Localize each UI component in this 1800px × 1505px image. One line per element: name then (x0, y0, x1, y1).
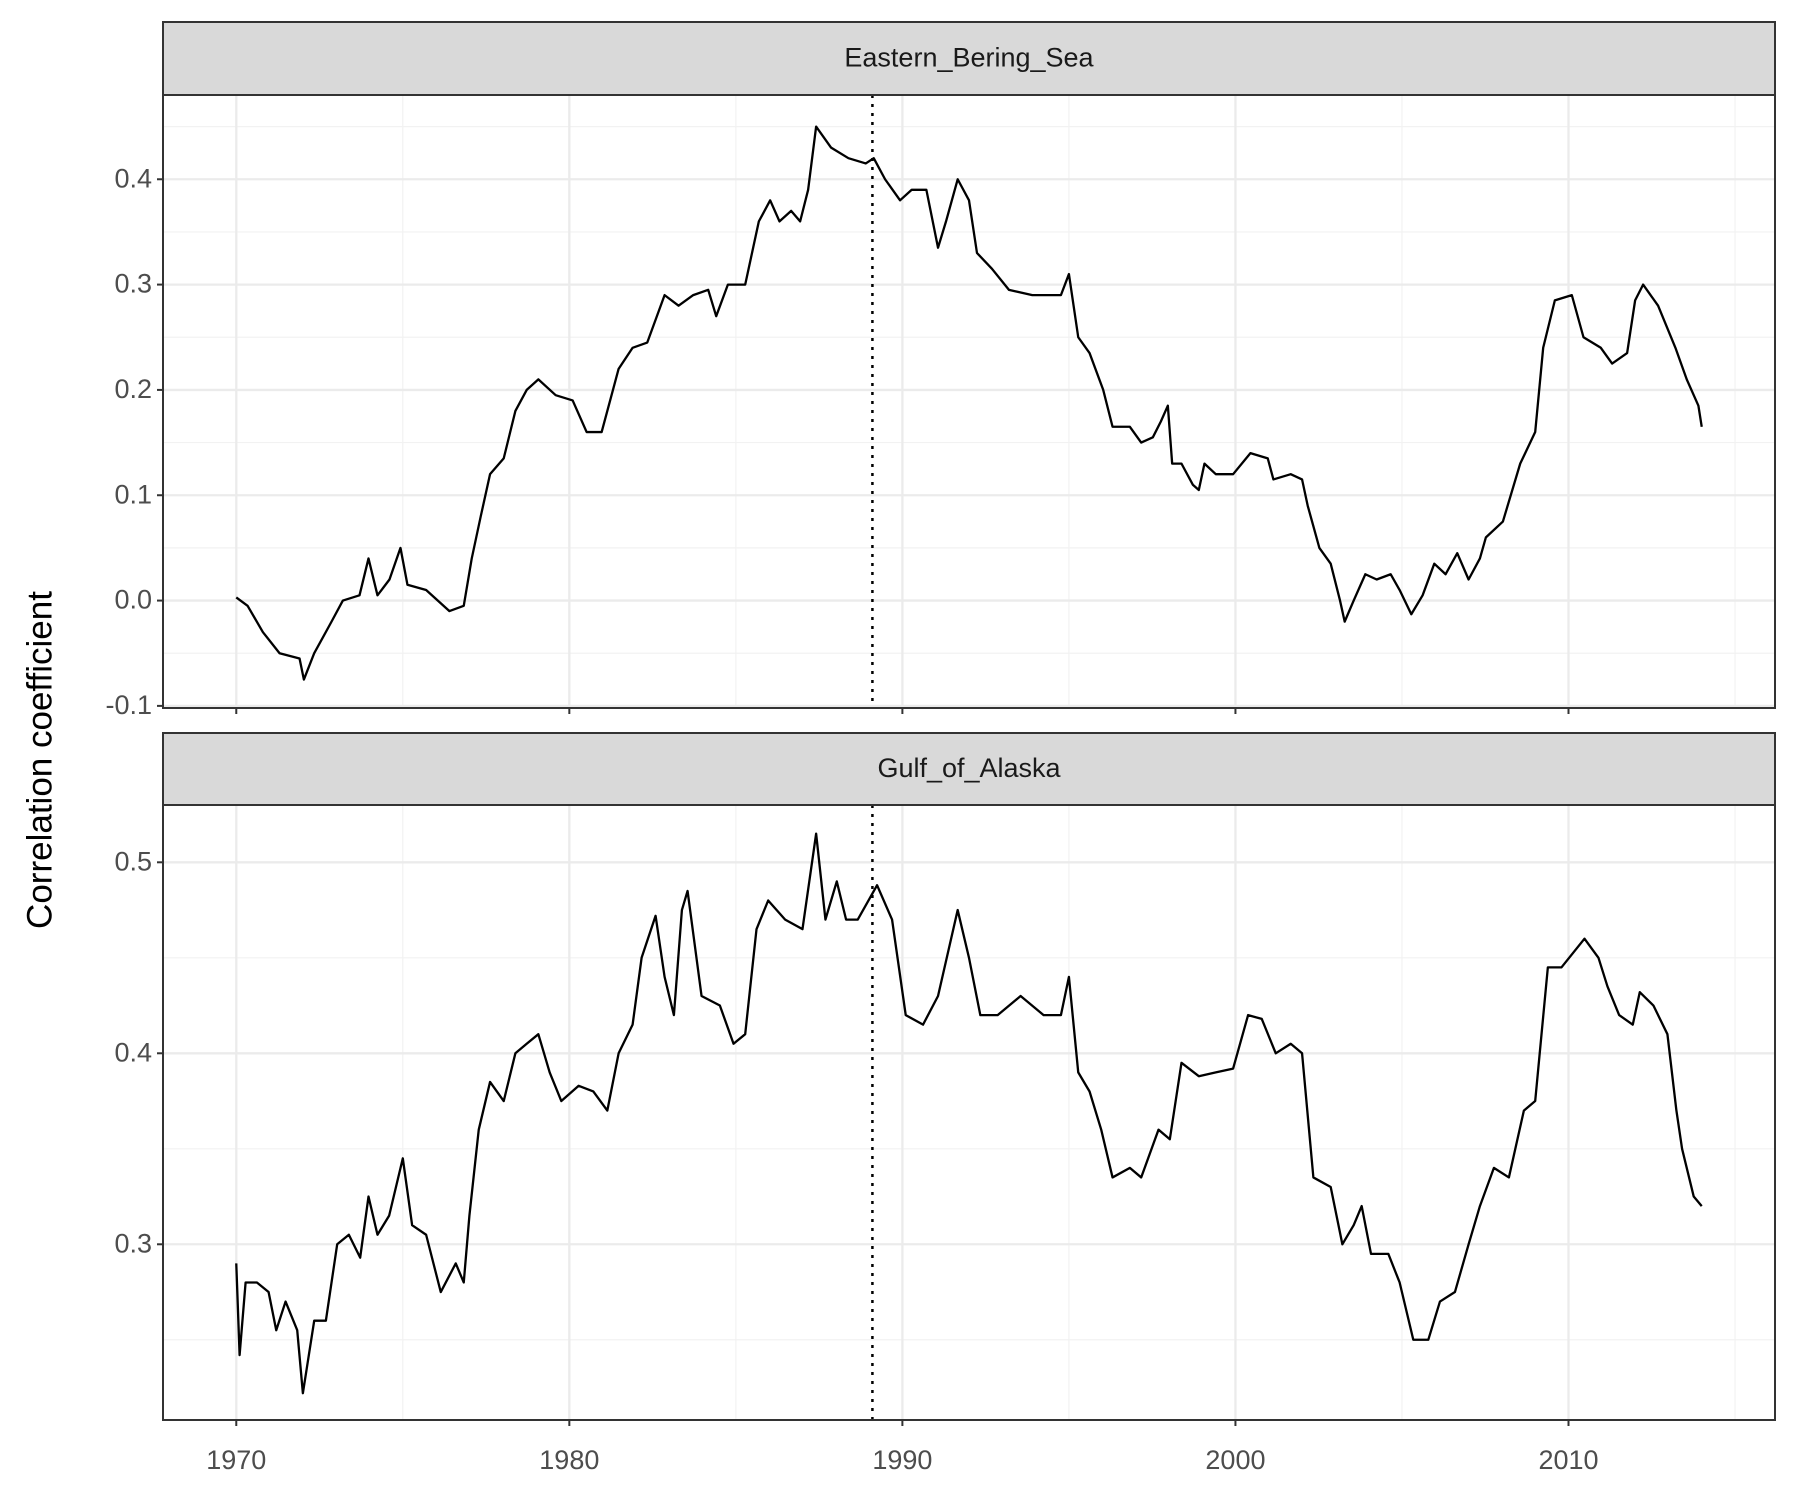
x-tick-label: 1980 (539, 1445, 599, 1475)
y-tick-label: 0.5 (114, 846, 152, 876)
panel: Gulf_of_Alaska 0.3 0.4 0.5 1970 1980 1990 2000 2… (114, 732, 1776, 1475)
facet-strip (162, 21, 1776, 96)
y-tick-label: 0.1 (114, 479, 152, 509)
panel: Eastern_Bering_Sea -0.1 0.0 0.1 0.2 0.3 0.4 (105, 21, 1776, 720)
y-tick-label: 0.4 (114, 1037, 152, 1067)
data-line (235, 832, 1703, 1395)
y-tick-label: 0.3 (114, 269, 152, 299)
data-line (235, 125, 1703, 681)
y-tick-label: -0.1 (105, 690, 152, 720)
panel-background (163, 805, 1775, 1420)
panel-border (162, 94, 1776, 709)
panel-border (162, 804, 1776, 1421)
y-tick-label: 0.4 (114, 163, 152, 193)
facet-strip (162, 732, 1776, 806)
y-tick-label: 0.0 (114, 585, 152, 615)
facet-title: Eastern_Bering_Sea (844, 43, 1094, 73)
x-tick-label: 2010 (1538, 1445, 1598, 1475)
y-tick-label: 0.3 (114, 1228, 152, 1258)
x-tick-label: 1970 (206, 1445, 266, 1475)
y-tick-label: 0.2 (114, 374, 152, 404)
facet-title: Gulf_of_Alaska (877, 753, 1061, 783)
x-tick-label: 1990 (872, 1445, 932, 1475)
panel-background (163, 95, 1775, 708)
x-tick-label: 2000 (1205, 1445, 1265, 1475)
y-axis-label: Correlation coefficient (20, 591, 59, 929)
